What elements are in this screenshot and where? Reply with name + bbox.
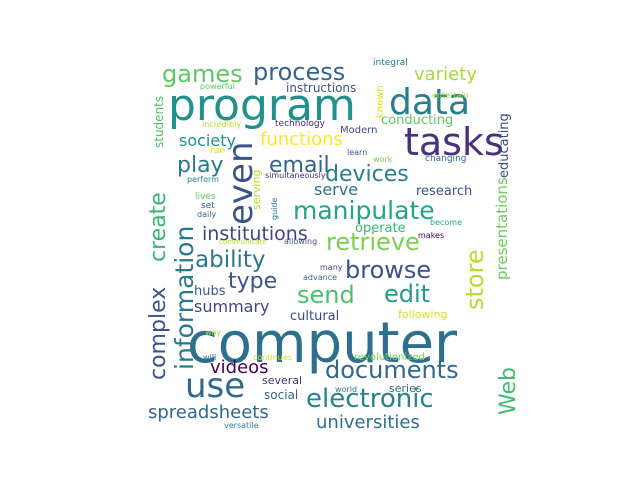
word-serve: serve [314,180,358,199]
word-communicate: communicate [219,238,267,246]
word-even: even [221,141,261,225]
word-many: many [320,263,343,272]
word-continues: continues [253,353,292,362]
word-following: following [398,308,447,321]
word-type: type [228,269,277,294]
word-documents: documents [325,356,459,384]
word-will: will [203,353,216,362]
word-variety: variety [414,64,477,85]
word-instructions: instructions [286,81,356,95]
word-operate: operate [355,221,406,236]
word-serving: serving [250,169,263,210]
word-daily: daily [197,210,216,219]
word-simultaneously: simultaneously [265,171,326,180]
word-versatile: versatile [224,421,259,430]
word-videos: videos [210,357,269,378]
word-advance: advance [303,273,337,282]
word-manipulate: manipulate [293,196,435,225]
word-social: social [264,388,298,402]
word-modern: Modern [340,125,378,136]
word-guide: guide [270,198,279,220]
word-web: Web [496,367,521,415]
word-entertain: entertain [432,91,469,100]
word-society: society [179,131,236,150]
word-computer: computer [187,311,458,376]
word-way: way [205,328,221,337]
word-play: play [177,153,224,178]
word-send: send [297,281,355,309]
word-process: process [253,58,345,86]
word-technology: technology [275,119,326,129]
word-ability: ability [195,247,266,273]
word-summary: summary [194,297,270,316]
word-data: data [389,82,470,123]
word-use: use [185,366,245,406]
word-run: run [210,146,225,156]
word-integral: integral [373,58,408,68]
word-known: known [375,85,386,118]
word-tasks: tasks [404,120,504,164]
word-universities: universities [316,412,420,433]
word-changing: changing [425,154,467,164]
word-perform: perform [187,175,219,184]
word-become: become [430,218,462,227]
word-powerful: powerful [200,82,235,91]
word-email: email [269,153,330,178]
word-world: world [335,385,357,394]
word-cultural: cultural [290,309,339,324]
word-learn: learn [347,148,367,157]
word-revolutionized: revolutionized [354,352,425,363]
word-electronic: electronic [306,384,434,414]
word-lives: lives [195,192,216,202]
word-retrieve: retrieve [326,228,420,256]
word-allowing: allowing [284,237,317,246]
word-series: series [389,382,422,395]
word-institutions: institutions [202,223,308,245]
word-conducting: conducting [381,113,453,128]
word-hubs: hubs [194,284,226,299]
word-several: several [262,374,302,387]
word-program: program [168,80,356,131]
word-work: work [373,155,393,164]
word-complex: complex [146,287,171,380]
word-edit: edit [384,280,430,308]
word-spreadsheets: spreadsheets [148,402,269,423]
word-educating: educating [497,113,512,178]
word-students: students [152,96,166,148]
word-browse: browse [345,256,431,284]
word-devices: devices [325,162,409,187]
word-research: research [416,184,472,199]
word-makes: makes [418,231,444,240]
word-presentations: presentations [493,177,511,280]
word-information: information [170,226,199,370]
word-functions: functions [260,129,343,150]
word-set: set [201,201,215,211]
word-games: games [162,60,243,88]
word-store: store [461,249,489,310]
word-incredibly: incredibly [202,120,241,129]
word-create: create [146,192,171,262]
